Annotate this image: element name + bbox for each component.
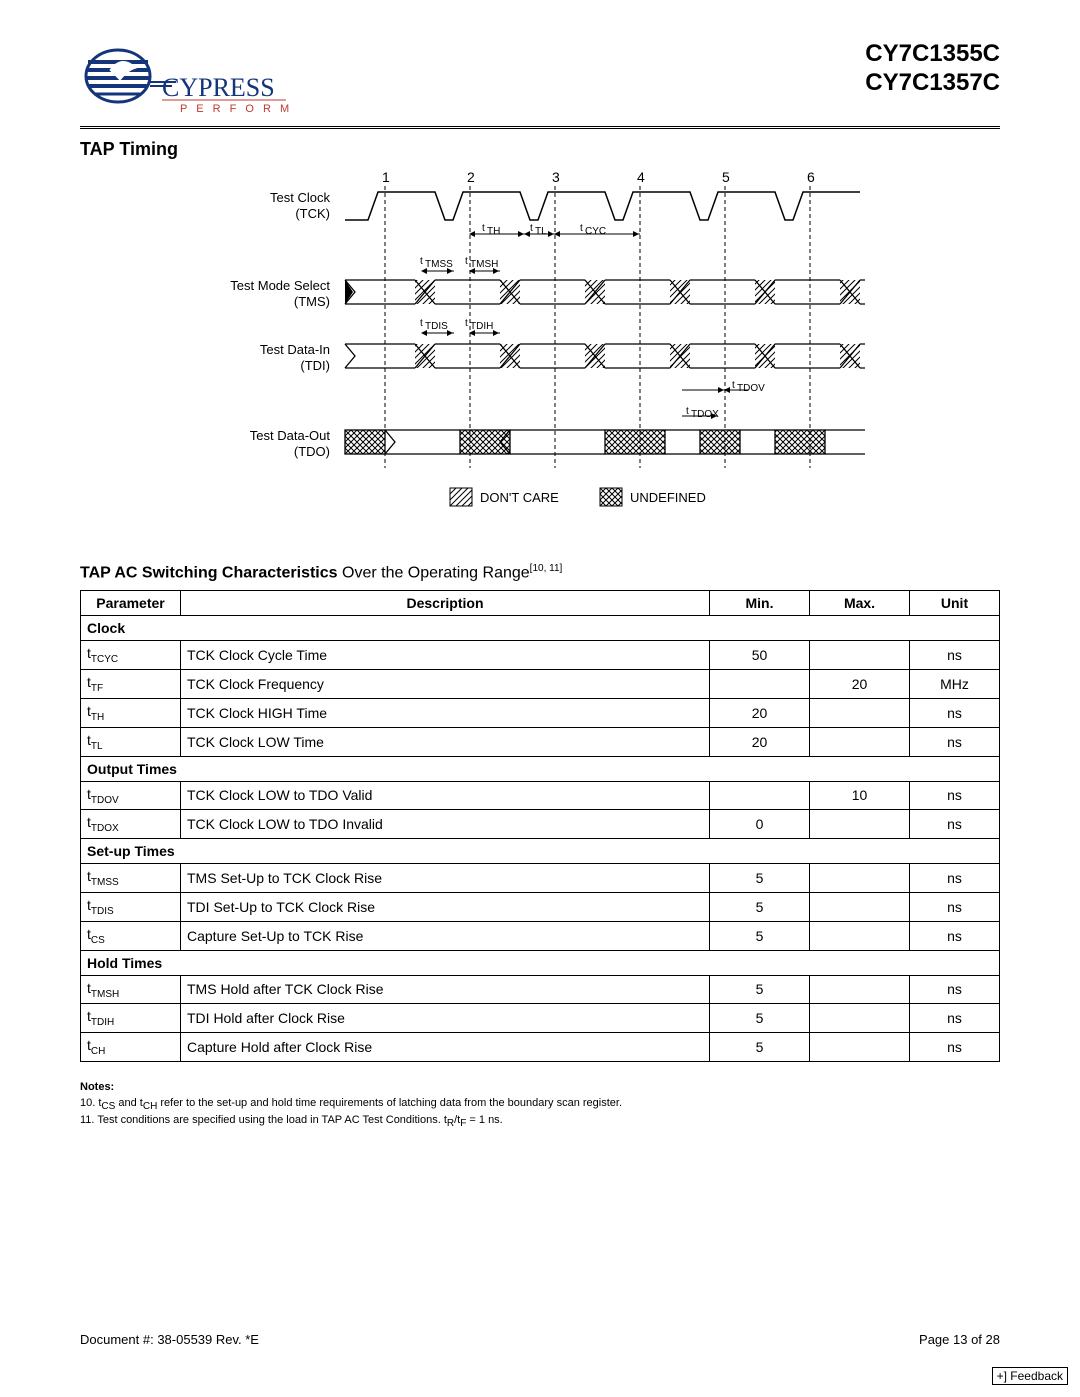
table-row: tTHTCK Clock HIGH Time20ns xyxy=(81,698,1000,727)
svg-text:(TDO): (TDO) xyxy=(294,444,330,459)
table-row: tTDIHTDI Hold after Clock Rise5ns xyxy=(81,1004,1000,1033)
col-max: Max. xyxy=(810,591,910,616)
table-row: tTMSHTMS Hold after TCK Clock Rise5ns xyxy=(81,975,1000,1004)
table-section-clock: Clock xyxy=(81,616,1000,641)
page-number: Page 13 of 28 xyxy=(919,1332,1000,1347)
table-section-hold-times: Hold Times xyxy=(81,950,1000,975)
col-min: Min. xyxy=(710,591,810,616)
doc-number: Document #: 38-05539 Rev. *E xyxy=(80,1332,259,1347)
table-section-output-times: Output Times xyxy=(81,756,1000,781)
signal-tdi: Test Data-In (TDI) xyxy=(260,342,865,373)
table-section-set-up-times: Set-up Times xyxy=(81,839,1000,864)
page-footer: Document #: 38-05539 Rev. *E Page 13 of … xyxy=(80,1332,1000,1347)
section-title-tap-ac: TAP AC Switching Characteristics Over th… xyxy=(80,563,1000,582)
signal-tck: Test Clock (TCK) tTH tTL tCYC xyxy=(270,190,860,237)
part-number-1: CY7C1355C xyxy=(865,40,1000,69)
svg-text:t: t xyxy=(732,380,735,391)
svg-text:TMSH: TMSH xyxy=(470,259,498,270)
page-header: CYPRESS P E R F O R M CY7C1355C CY7C1357… xyxy=(80,40,1000,129)
spec-table: Parameter Description Min. Max. Unit Clo… xyxy=(80,590,1000,1062)
svg-text:Test Mode Select: Test Mode Select xyxy=(230,278,330,293)
legend: DON'T CARE UNDEFINED xyxy=(450,488,706,506)
svg-text:DON'T CARE: DON'T CARE xyxy=(480,490,559,505)
svg-text:t: t xyxy=(530,223,533,234)
part-numbers: CY7C1355C CY7C1357C xyxy=(865,40,1000,98)
svg-text:TDIS: TDIS xyxy=(425,321,448,332)
svg-text:4: 4 xyxy=(637,169,645,185)
svg-text:5: 5 xyxy=(722,169,730,185)
timing-diagram: 1 2 3 4 5 6 Test Clock (TCK) tTH tTL tCY… xyxy=(120,168,940,543)
signal-tdo: Test Data-Out (TDO) xyxy=(250,428,865,459)
svg-text:t: t xyxy=(420,318,423,329)
col-description: Description xyxy=(181,591,710,616)
svg-text:(TMS): (TMS) xyxy=(294,294,330,309)
svg-text:UNDEFINED: UNDEFINED xyxy=(630,490,706,505)
signal-tms: Test Mode Select (TMS) xyxy=(230,278,865,309)
table-row: tTDOXTCK Clock LOW to TDO Invalid0ns xyxy=(81,810,1000,839)
col-unit: Unit xyxy=(910,591,1000,616)
svg-text:t: t xyxy=(482,223,485,234)
svg-text:t: t xyxy=(465,256,468,267)
svg-text:TDIH: TDIH xyxy=(470,321,493,332)
svg-text:(TCK): (TCK) xyxy=(295,206,330,221)
tick-labels: 1 2 3 4 5 6 xyxy=(382,169,815,185)
note-11: 11. Test conditions are specified using … xyxy=(80,1113,1000,1130)
notes: Notes: 10. tCS and tCH refer to the set-… xyxy=(80,1080,1000,1131)
table-row: tTCYCTCK Clock Cycle Time50ns xyxy=(81,641,1000,670)
section-title-tap-timing: TAP Timing xyxy=(80,139,1000,160)
svg-text:TDOX: TDOX xyxy=(691,409,719,420)
svg-text:TL: TL xyxy=(535,226,547,237)
table-row: tCSCapture Set-Up to TCK Rise5ns xyxy=(81,921,1000,950)
svg-text:Test Data-In: Test Data-In xyxy=(260,342,330,357)
svg-text:TMSS: TMSS xyxy=(425,259,453,270)
logo: CYPRESS P E R F O R M xyxy=(80,40,290,118)
svg-text:6: 6 xyxy=(807,169,815,185)
svg-text:2: 2 xyxy=(467,169,475,185)
table-row: tCHCapture Hold after Clock Rise5ns xyxy=(81,1033,1000,1062)
svg-text:P E R F O R M: P E R F O R M xyxy=(180,103,290,115)
svg-text:t: t xyxy=(420,256,423,267)
table-row: tTLTCK Clock LOW Time20ns xyxy=(81,727,1000,756)
table-row: tTDOVTCK Clock LOW to TDO Valid10ns xyxy=(81,781,1000,810)
svg-text:1: 1 xyxy=(382,169,390,185)
table-row: tTFTCK Clock Frequency20MHz xyxy=(81,670,1000,699)
svg-text:(TDI): (TDI) xyxy=(300,358,330,373)
part-number-2: CY7C1357C xyxy=(865,69,1000,98)
svg-text:3: 3 xyxy=(552,169,560,185)
svg-text:TDOV: TDOV xyxy=(737,383,765,394)
note-10: 10. tCS and tCH refer to the set-up and … xyxy=(80,1096,1000,1113)
svg-text:Test Clock: Test Clock xyxy=(270,190,330,205)
feedback-button[interactable]: +] Feedback xyxy=(992,1367,1068,1385)
cypress-logo-icon: CYPRESS P E R F O R M xyxy=(80,40,290,118)
table-row: tTMSSTMS Set-Up to TCK Clock Rise5ns xyxy=(81,864,1000,893)
svg-text:TH: TH xyxy=(487,226,500,237)
svg-text:CYC: CYC xyxy=(585,226,606,237)
svg-text:t: t xyxy=(686,406,689,417)
table-row: tTDISTDI Set-Up to TCK Clock Rise5ns xyxy=(81,892,1000,921)
svg-text:CYPRESS: CYPRESS xyxy=(162,73,275,102)
svg-text:t: t xyxy=(580,223,583,234)
svg-text:t: t xyxy=(465,318,468,329)
svg-text:Test Data-Out: Test Data-Out xyxy=(250,428,331,443)
col-parameter: Parameter xyxy=(81,591,181,616)
